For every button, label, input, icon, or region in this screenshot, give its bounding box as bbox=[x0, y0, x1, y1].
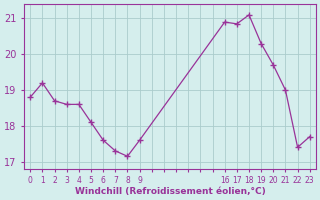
X-axis label: Windchill (Refroidissement éolien,°C): Windchill (Refroidissement éolien,°C) bbox=[75, 187, 265, 196]
